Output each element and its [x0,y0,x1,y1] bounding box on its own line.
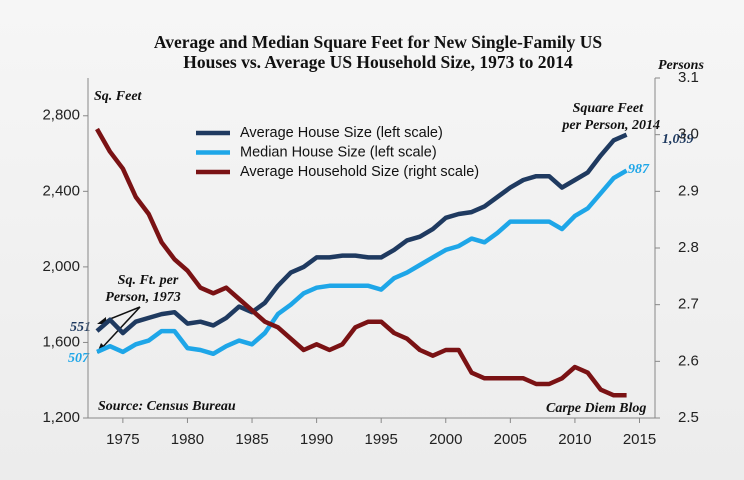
x-tick-label: 1990 [300,431,333,448]
data-line [95,132,628,336]
x-tick-label: 2015 [623,431,656,448]
annotation-line: Person, 1973 [105,290,180,305]
legend-label: Average House Size (left scale) [240,125,443,141]
y2-tick-label: 3.1 [678,69,699,86]
y2-tick-label: 2.7 [678,296,699,313]
data-line [95,127,627,398]
x-tick-label: 1975 [106,431,139,448]
value-annotation: 507 [68,351,90,366]
y2-tick-label: 2.6 [678,352,699,369]
value-annotation: 1,059 [662,132,694,147]
y-tick-label: 1,200 [42,409,80,426]
data-line [96,168,628,357]
y-tick-label: 2,800 [42,107,80,124]
y2-tick-label: 3.0 [678,126,699,143]
y2-axis-label: Persons [658,58,704,73]
value-annotation: 987 [628,162,650,177]
y-tick-label: 1,600 [42,333,80,350]
x-tick-label: 1980 [171,431,204,448]
title-line: Average and Median Square Feet for New S… [154,32,602,52]
arrow-head [97,317,106,324]
annotation-line: per Person, 2014 [561,118,660,133]
x-tick-label: 2000 [429,431,462,448]
x-tick-label: 1995 [364,431,397,448]
legend-label: Average Household Size (right scale) [240,164,479,180]
x-tick-label: 1985 [235,431,268,448]
annotation-line: Sq. Ft. per [118,273,179,288]
y2-tick-label: 2.8 [678,239,699,256]
legend-label: Median House Size (left scale) [240,144,437,160]
chart-title: Average and Median Square Feet for New S… [154,32,602,72]
y-tick-label: 2,400 [42,182,80,199]
x-tick-label: 2005 [494,431,527,448]
annotation: Sq. Ft. per Person, 1973 [105,273,180,305]
y2-tick-label: 2.9 [678,182,699,199]
source-note: Source: Census Bureau [98,399,236,414]
y-axis-label: Sq. Feet [94,89,143,104]
value-annotation: 551 [70,320,91,335]
y2-tick-label: 2.5 [678,409,699,426]
title-line: Houses vs. Average US Household Size, 19… [183,52,573,72]
y-tick-label: 2,000 [42,258,80,275]
x-tick-label: 2010 [558,431,591,448]
annotation: Square Feet per Person, 2014 [561,101,660,133]
annotation-line: Square Feet [573,101,645,116]
credit-note: Carpe Diem Blog [546,401,646,416]
